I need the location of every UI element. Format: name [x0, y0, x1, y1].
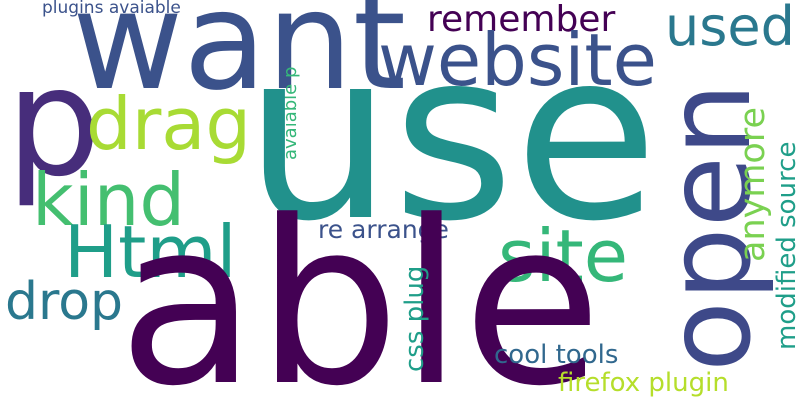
word-plugins-avaiable: plugins avaiable — [42, 0, 181, 18]
word-able: able — [118, 173, 602, 400]
word-drag: drag — [86, 82, 252, 166]
word-cool-tools: cool tools — [494, 340, 619, 370]
word-kind: kind — [32, 158, 186, 242]
word-website: website — [378, 18, 657, 102]
word-html: Html — [64, 210, 237, 294]
word-css-plug: css plug — [400, 265, 430, 372]
word-modified-source: modified source — [772, 141, 800, 350]
word-used: used — [665, 0, 795, 58]
word-site: site — [498, 214, 629, 298]
word-remember: remember — [427, 0, 616, 40]
word-re-arrange: re arrange — [318, 215, 449, 244]
word-use: use — [244, 1, 659, 273]
word-p: p — [6, 36, 102, 210]
word-drop: drop — [5, 272, 124, 332]
word-want: want — [72, 0, 407, 121]
word-firefox-plugin: firefox plugin — [558, 368, 729, 398]
word-anymore: anymore — [733, 106, 773, 262]
